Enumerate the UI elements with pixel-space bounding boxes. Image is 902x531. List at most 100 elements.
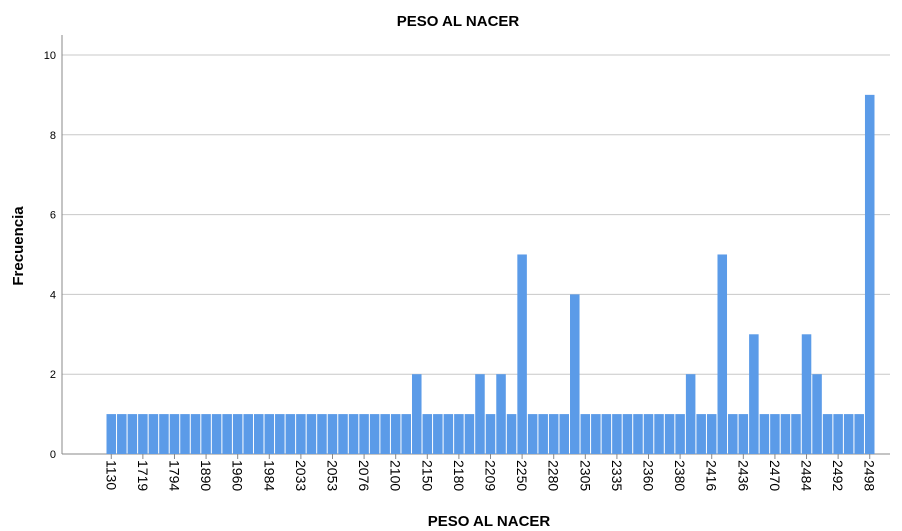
bar — [738, 414, 749, 454]
bar — [864, 94, 875, 454]
bar — [317, 414, 327, 454]
y-tick-label: 0 — [50, 449, 56, 461]
x-tick-label: 1890 — [198, 460, 214, 491]
chart-title: PESO AL NACER — [397, 13, 520, 30]
bar — [127, 414, 138, 454]
bar — [253, 414, 264, 454]
bar — [833, 414, 843, 454]
x-tick-label: 1960 — [230, 460, 246, 491]
bar — [211, 414, 222, 454]
bar — [464, 414, 475, 454]
bar — [443, 414, 454, 454]
y-axis-label: Frecuencia — [10, 206, 27, 286]
x-tick-label: 2305 — [577, 460, 593, 491]
bar — [306, 414, 317, 454]
x-tick-label: 2436 — [735, 460, 751, 491]
x-tick-label: 2498 — [862, 460, 878, 491]
bar — [633, 414, 643, 454]
x-tick-label: 2100 — [388, 460, 404, 491]
x-tick-label: 2053 — [324, 460, 340, 491]
bar — [548, 414, 559, 454]
bar — [591, 414, 601, 454]
bar — [201, 414, 211, 454]
y-tick-label: 6 — [50, 210, 56, 222]
bar — [390, 414, 401, 454]
bar — [812, 374, 822, 454]
bar — [275, 414, 285, 454]
bar — [517, 254, 527, 454]
x-tick-label: 2180 — [451, 460, 467, 491]
x-axis-label: PESO AL NACER — [428, 513, 551, 530]
bar — [770, 414, 780, 454]
bar — [454, 414, 464, 454]
x-tick-label: 1794 — [166, 460, 182, 491]
bar — [232, 414, 243, 454]
x-tick-label: 1984 — [261, 460, 277, 491]
bar — [654, 414, 664, 454]
bar — [348, 414, 359, 454]
x-tick-label: 2416 — [704, 460, 720, 491]
bar — [843, 414, 854, 454]
bar — [780, 414, 791, 454]
bar — [601, 414, 612, 454]
bar — [411, 374, 422, 454]
bar — [791, 414, 801, 454]
x-tick-label: 2250 — [514, 460, 530, 491]
bar — [369, 414, 380, 454]
bar — [169, 414, 180, 454]
bar — [527, 414, 538, 454]
y-tick-label: 2 — [50, 369, 56, 381]
bar — [570, 294, 580, 454]
bar — [296, 414, 306, 454]
bar — [359, 414, 369, 454]
bar — [285, 414, 296, 454]
bar — [180, 414, 190, 454]
bar — [506, 414, 517, 454]
bar — [612, 414, 622, 454]
bar — [696, 414, 706, 454]
bar — [401, 414, 411, 454]
bar — [338, 414, 348, 454]
bar — [264, 414, 275, 454]
x-tick-label: 2150 — [419, 460, 435, 491]
bar — [159, 414, 169, 454]
y-tick-label: 10 — [44, 50, 56, 62]
bar — [854, 414, 864, 454]
x-tick-label: 1719 — [135, 460, 151, 491]
bar — [664, 414, 675, 454]
bar — [643, 414, 654, 454]
y-tick-label: 4 — [50, 289, 56, 301]
bar — [822, 414, 833, 454]
bar — [190, 414, 201, 454]
x-tick-label: 2280 — [546, 460, 562, 491]
bar — [749, 334, 759, 454]
y-tick-label: 8 — [50, 130, 56, 142]
x-tick-label: 2335 — [609, 460, 625, 491]
bar — [580, 414, 591, 454]
x-tick-label: 2033 — [293, 460, 309, 491]
x-tick-label: 2360 — [641, 460, 657, 491]
x-tick-label: 2484 — [799, 460, 815, 491]
bar — [675, 414, 685, 454]
x-tick-label: 2076 — [356, 460, 372, 491]
x-tick-label: 2380 — [672, 460, 688, 491]
x-tick-label: 2209 — [483, 460, 499, 491]
bar — [538, 414, 548, 454]
bar — [485, 414, 496, 454]
bar — [243, 414, 253, 454]
bar — [327, 414, 338, 454]
bar — [222, 414, 232, 454]
bar — [117, 414, 127, 454]
bar — [496, 374, 506, 454]
bar — [422, 414, 433, 454]
bar — [622, 414, 633, 454]
bar — [717, 254, 728, 454]
bar — [380, 414, 390, 454]
x-tick-label: 2470 — [767, 460, 783, 491]
bar — [559, 414, 570, 454]
bar — [759, 414, 770, 454]
bar — [685, 374, 696, 454]
x-tick-label: 2492 — [830, 460, 846, 491]
bar — [138, 414, 148, 454]
bar — [433, 414, 443, 454]
